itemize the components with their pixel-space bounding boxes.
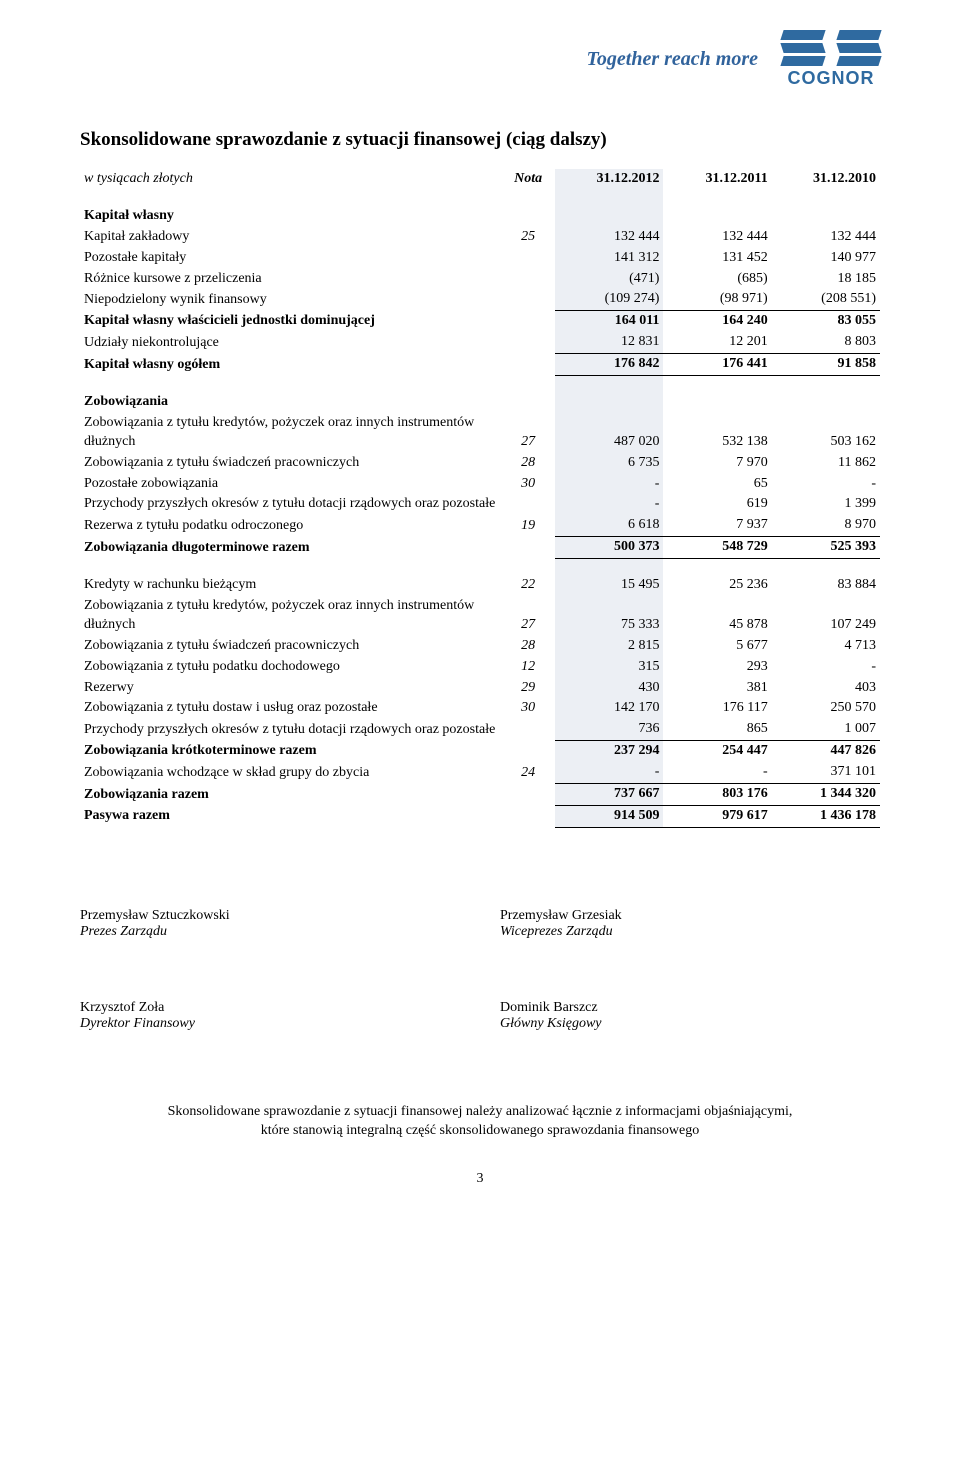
logo-text: COGNOR: [788, 68, 875, 89]
table-row: Zobowiązania z tytułu dostaw i usług ora…: [80, 698, 880, 719]
table-row: Zobowiązania z tytułu kredytów, pożyczek…: [80, 596, 880, 636]
section-a-head: Kapitał własny: [80, 206, 880, 227]
table-row: Zobowiązania z tytułu podatku dochodoweg…: [80, 657, 880, 678]
col-2012: 31.12.2012: [555, 169, 663, 190]
footnote: Skonsolidowane sprawozdanie z sytuacji f…: [80, 1102, 880, 1141]
table-row: Pozostałe kapitały 141 312 131 452 140 9…: [80, 248, 880, 269]
table-row: Przychody przyszłych okresów z tytułu do…: [80, 719, 880, 740]
table-row: Przychody przyszłych okresów z tytułu do…: [80, 494, 880, 515]
column-header-row: w tysiącach złotych Nota 31.12.2012 31.1…: [80, 169, 880, 190]
table-row: Zobowiązania z tytułu świadczeń pracowni…: [80, 636, 880, 657]
table-row: Kapitał zakładowy 25 132 444 132 444 132…: [80, 227, 880, 248]
table-row: Rezerwa z tytułu podatku odroczonego 19 …: [80, 515, 880, 536]
table-row: Udziały niekontrolujące 12 831 12 201 8 …: [80, 332, 880, 353]
col-2011: 31.12.2011: [663, 169, 771, 190]
table-row: Zobowiązania wchodzące w skład grupy do …: [80, 762, 880, 783]
currency-note: w tysiącach złotych: [84, 171, 193, 186]
signature-block: Krzysztof Zoła Dyrektor Finansowy: [80, 1000, 460, 1032]
total-row: Zobowiązania razem 737 667 803 176 1 344…: [80, 784, 880, 806]
table-row: Rezerwy 29 430 381 403: [80, 678, 880, 699]
signatures: Przemysław Sztuczkowski Prezes Zarządu P…: [80, 908, 880, 1032]
signature-block: Przemysław Sztuczkowski Prezes Zarządu: [80, 908, 460, 940]
subtotal-row: Zobowiązania krótkoterminowe razem 237 2…: [80, 741, 880, 762]
table-row: Różnice kursowe z przeliczenia (471) (68…: [80, 269, 880, 290]
subtotal-row: Zobowiązania długoterminowe razem 500 37…: [80, 537, 880, 559]
subtotal-row: Kapitał własny właścicieli jednostki dom…: [80, 311, 880, 332]
total-row: Kapitał własny ogółem 176 842 176 441 91…: [80, 354, 880, 376]
grand-total-row: Pasywa razem 914 509 979 617 1 436 178: [80, 805, 880, 827]
table-row: Pozostałe zobowiązania 30 - 65 -: [80, 474, 880, 495]
signature-block: Dominik Barszcz Główny Księgowy: [500, 1000, 880, 1032]
logo-stripes-icon: [782, 30, 880, 66]
table-row: Zobowiązania z tytułu kredytów, pożyczek…: [80, 413, 880, 453]
page-title: Skonsolidowane sprawozdanie z sytuacji f…: [80, 129, 880, 151]
table-row: Niepodzielony wynik finansowy (109 274) …: [80, 289, 880, 310]
col-nota: Nota: [501, 169, 555, 190]
slogan: Together reach more: [587, 48, 758, 71]
section-b-head: Zobowiązania: [80, 392, 880, 413]
cognor-logo: COGNOR: [782, 30, 880, 89]
signature-block: Przemysław Grzesiak Wiceprezes Zarządu: [500, 908, 880, 940]
table-row: Zobowiązania z tytułu świadczeń pracowni…: [80, 453, 880, 474]
page-number: 3: [80, 1171, 880, 1187]
table-row: Kredyty w rachunku bieżącym 22 15 495 25…: [80, 575, 880, 596]
financial-table: w tysiącach złotych Nota 31.12.2012 31.1…: [80, 169, 880, 828]
page-header: Together reach more COGNOR: [80, 30, 880, 89]
col-2010: 31.12.2010: [772, 169, 880, 190]
